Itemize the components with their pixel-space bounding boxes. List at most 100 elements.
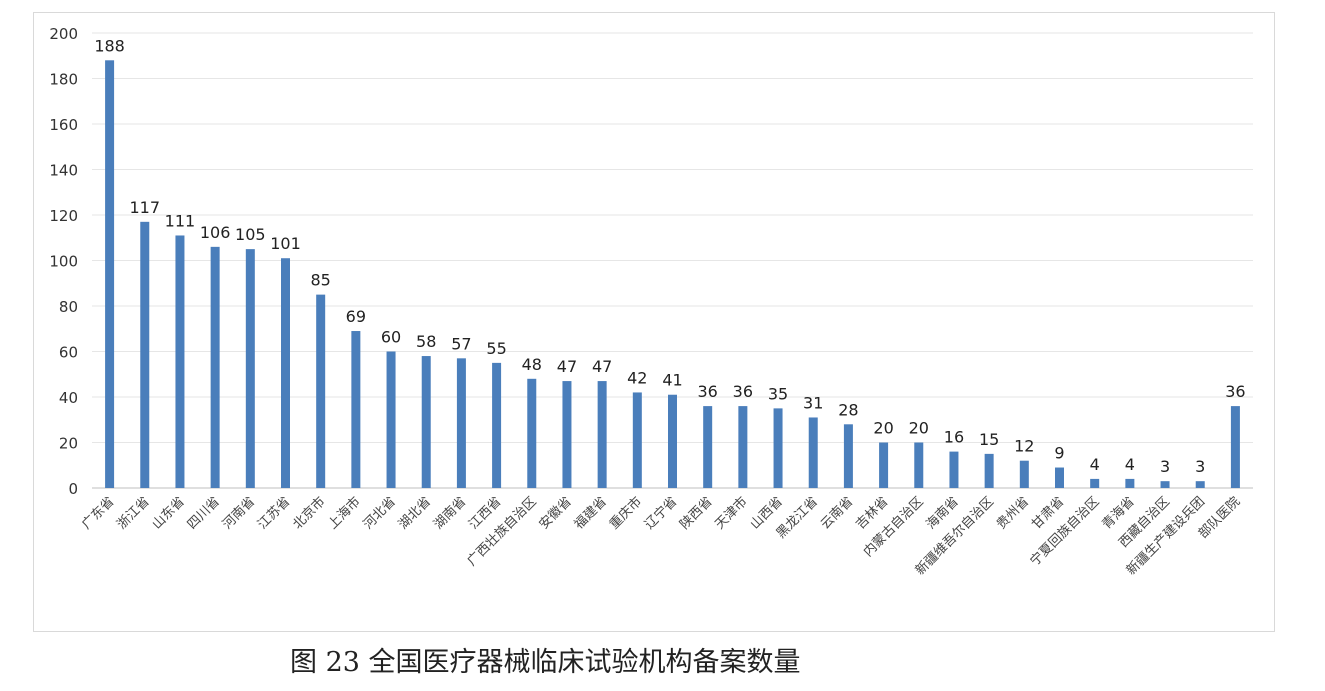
x-tick-label: 陕西省 [677, 494, 715, 532]
data-label: 3 [1195, 457, 1205, 476]
x-tick-label: 安徽省 [537, 494, 575, 532]
y-tick-label: 160 [49, 116, 78, 134]
data-label: 85 [311, 271, 331, 290]
data-label: 20 [873, 419, 893, 438]
bar [597, 381, 607, 488]
bar [1019, 460, 1029, 488]
bar [773, 408, 783, 488]
bar [140, 221, 150, 488]
bar [703, 406, 713, 488]
x-tick-label: 贵州省 [994, 494, 1032, 532]
data-label: 69 [346, 307, 366, 326]
data-label: 47 [557, 357, 577, 376]
data-label: 58 [416, 332, 436, 351]
bar [843, 424, 853, 488]
x-tick-label: 福建省 [572, 494, 610, 532]
bar [1125, 478, 1135, 488]
x-tick-label: 江苏省 [254, 494, 293, 533]
data-label: 57 [451, 334, 471, 353]
data-label: 101 [270, 234, 301, 253]
x-tick-label: 河南省 [219, 494, 258, 533]
data-label: 41 [662, 371, 682, 390]
bar [245, 249, 255, 488]
data-label: 36 [733, 382, 753, 401]
x-tick-label: 湖北省 [396, 494, 434, 532]
data-label: 35 [768, 384, 788, 403]
bar [527, 378, 537, 488]
data-label: 3 [1160, 457, 1170, 476]
data-label: 28 [838, 400, 858, 419]
x-tick-label: 广东省 [79, 494, 117, 532]
bar [1160, 481, 1170, 488]
data-label: 36 [698, 382, 718, 401]
y-tick-label: 120 [49, 207, 78, 225]
bar [1230, 406, 1240, 488]
data-label: 15 [979, 430, 999, 449]
data-label: 117 [129, 198, 160, 217]
data-label: 47 [592, 357, 612, 376]
bar [351, 331, 361, 488]
bar [632, 392, 642, 488]
x-tick-label: 河北省 [361, 494, 399, 532]
bar [456, 358, 466, 488]
data-label: 105 [235, 225, 266, 244]
bar [316, 294, 326, 488]
bar [281, 258, 290, 488]
data-label: 111 [165, 211, 196, 230]
data-label: 36 [1225, 382, 1245, 401]
data-label: 4 [1090, 455, 1100, 474]
y-tick-label: 180 [49, 71, 78, 89]
bar [210, 246, 220, 488]
data-label: 31 [803, 393, 823, 412]
data-label: 106 [200, 223, 231, 242]
x-tick-label: 内蒙古自治区 [860, 494, 926, 560]
x-tick-label: 天津市 [712, 494, 751, 533]
x-tick-label: 北京市 [290, 494, 329, 533]
data-label: 60 [381, 328, 401, 347]
bar [984, 453, 994, 488]
x-tick-label: 四川省 [185, 494, 223, 532]
x-tick-label: 云南省 [817, 494, 856, 533]
bar [562, 381, 572, 488]
bar [421, 356, 431, 488]
bar [879, 442, 889, 488]
x-tick-label: 湖南省 [430, 494, 469, 533]
bar [808, 417, 818, 488]
data-label: 188 [94, 36, 125, 55]
bar [668, 394, 677, 488]
bar [105, 60, 115, 489]
x-tick-label: 上海市 [325, 494, 364, 533]
bar [914, 442, 924, 488]
y-tick-label: 20 [59, 435, 78, 453]
y-tick-label: 60 [59, 344, 78, 362]
data-label: 20 [909, 419, 929, 438]
y-tick-label: 80 [59, 298, 78, 316]
data-label: 12 [1014, 437, 1034, 456]
bar [386, 351, 396, 488]
bar [738, 406, 748, 488]
data-label: 9 [1054, 444, 1064, 463]
y-tick-label: 40 [59, 389, 78, 407]
x-tick-label: 重庆市 [606, 494, 645, 533]
y-tick-label: 140 [49, 162, 78, 180]
y-tick-label: 0 [68, 480, 78, 498]
bar [949, 451, 959, 488]
figure-caption: 图 23 全国医疗器械临床试验机构备案数量 [290, 647, 801, 678]
bar [1195, 481, 1205, 488]
y-tick-label: 100 [49, 253, 78, 271]
chart-frame [33, 12, 1275, 632]
data-label: 16 [944, 428, 964, 447]
x-tick-label: 辽宁省 [641, 494, 680, 533]
x-tick-label: 山东省 [150, 494, 188, 532]
data-label: 42 [627, 368, 647, 387]
bar [175, 235, 185, 488]
data-label: 4 [1125, 455, 1135, 474]
x-tick-label: 浙江省 [114, 494, 152, 532]
bar [1090, 478, 1100, 488]
data-label: 55 [486, 339, 506, 358]
bar [492, 362, 502, 488]
data-label: 48 [522, 355, 542, 374]
y-tick-label: 200 [49, 25, 78, 43]
bar [1055, 467, 1064, 488]
